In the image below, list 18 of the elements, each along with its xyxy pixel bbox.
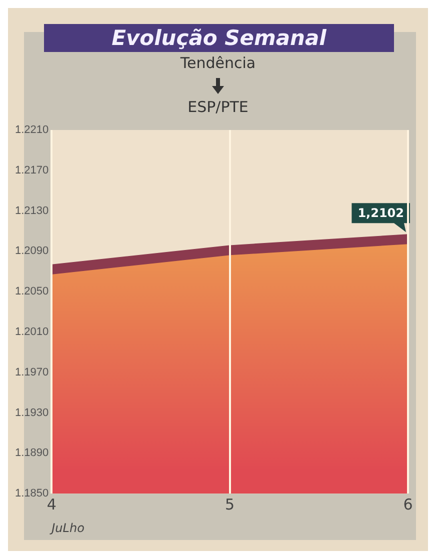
y-tick-label: 1.1850	[14, 488, 49, 500]
y-tick-label: 1.2210	[14, 124, 49, 136]
x-tick-label: 6	[403, 495, 413, 514]
data-label: 1,2102	[358, 206, 404, 220]
y-tick-label: 1.2050	[14, 286, 49, 298]
y-tick-label: 1.1890	[14, 447, 49, 460]
y-tick-label: 1.2090	[14, 245, 49, 258]
y-tick-label: 1.1970	[14, 366, 49, 378]
y-tick-label: 1.1930	[14, 406, 49, 419]
chart-title: Evolução Semanal	[44, 24, 394, 52]
chart-subtitle: Tendência	[179, 54, 257, 72]
y-tick-label: 1.2010	[14, 326, 49, 338]
x-tick-label: 4	[46, 495, 56, 514]
y-tick-label: 1.2130	[14, 204, 49, 217]
x-tick-label: 5	[225, 495, 235, 514]
y-tick-label: 1.2170	[14, 164, 49, 176]
x-axis-title: JuLho	[50, 520, 84, 535]
text: ESP/PTE	[186, 98, 250, 116]
